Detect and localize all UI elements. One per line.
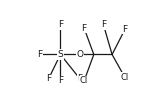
Text: F: F [101,20,106,29]
Text: F: F [46,74,51,83]
Text: F: F [58,20,63,29]
Text: S: S [58,50,63,59]
Text: Cl: Cl [80,76,88,85]
Text: Cl: Cl [121,73,129,82]
Text: F: F [122,25,128,34]
Text: F: F [82,24,87,33]
Text: F: F [58,76,63,85]
Text: O: O [76,50,83,59]
Text: F: F [77,74,82,83]
Text: F: F [37,50,43,59]
